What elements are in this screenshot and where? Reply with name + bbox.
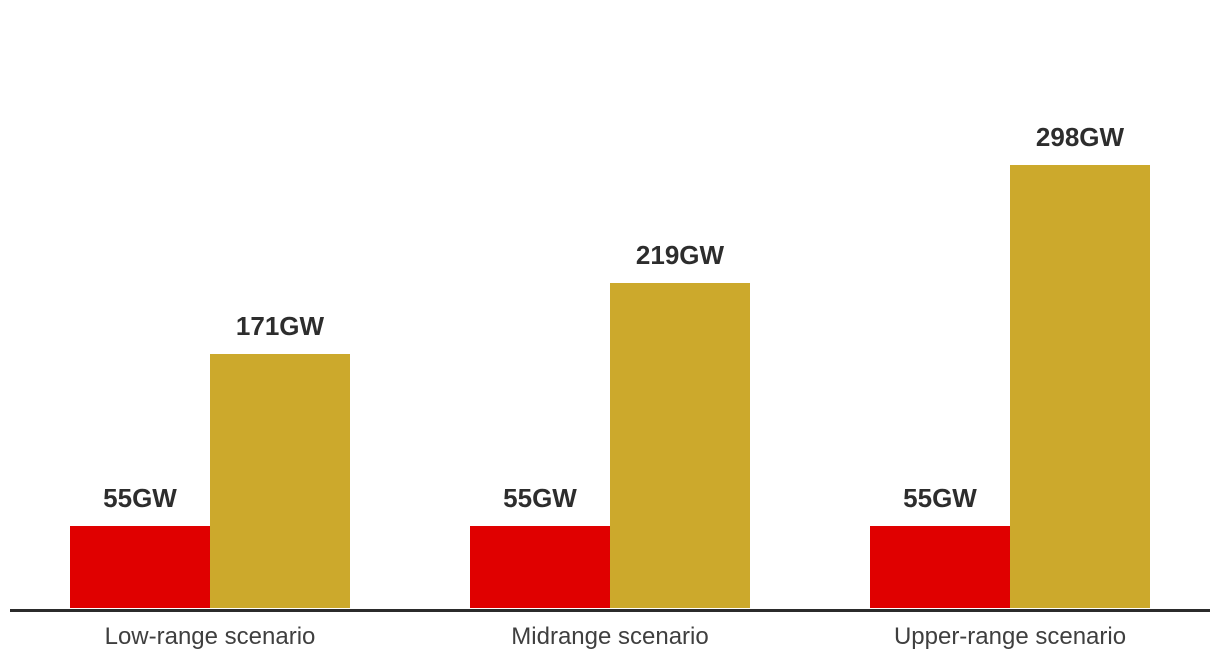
bar-value-label: 55GW [103,483,177,514]
bar-scenario-capacity [610,282,750,608]
bar-value-label: 298GW [1035,122,1125,153]
category-label: Low-range scenario [104,623,316,650]
x-axis-line [10,609,1210,612]
bar-scenario-capacity [210,353,350,608]
bar-value-label: 219GW [635,239,725,270]
bar-value-label: 55GW [503,483,577,514]
bar-current-capacity [470,526,610,608]
bar-current-capacity [70,526,210,608]
category-label: Upper-range scenario [893,623,1127,650]
bar-value-label: 55GW [903,483,977,514]
bar-current-capacity [870,526,1010,608]
bar-value-label: 171GW [235,310,325,341]
category-label: Midrange scenario [511,623,709,650]
bar-scenario-capacity [1010,165,1150,608]
